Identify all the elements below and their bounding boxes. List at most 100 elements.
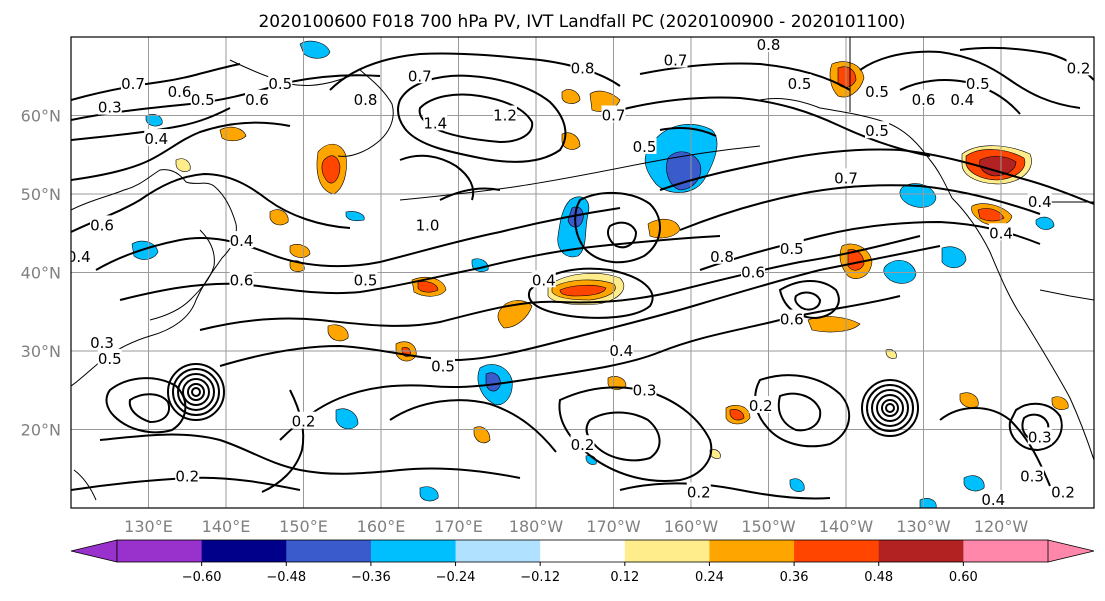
colorbar-segment	[709, 540, 795, 562]
colorbar-tick-label: 0.36	[780, 570, 809, 585]
contour-label: 0.6	[168, 83, 192, 101]
colorbar-segment	[878, 540, 964, 562]
lon-tick-label: 130°E	[124, 517, 173, 536]
shade-positive	[561, 89, 581, 104]
contour-label-bg	[353, 89, 378, 107]
contour-label-bg	[911, 89, 936, 107]
contour-label-bg	[965, 74, 990, 92]
contour-label: 0.5	[98, 350, 122, 368]
contour-label-bg	[90, 333, 114, 351]
pv-contour	[754, 374, 850, 448]
colorbar-segment	[117, 540, 203, 562]
contour-label: 0.7	[602, 107, 626, 125]
shade-positive	[327, 324, 349, 342]
contour-label-bg	[121, 74, 145, 92]
pv-contour	[659, 127, 717, 137]
shade-positive	[561, 132, 581, 150]
pv-contour	[607, 221, 638, 249]
contour-label-bg	[570, 435, 595, 453]
colorbar-tick-label: −0.12	[520, 570, 560, 585]
lat-tick-label: 50°N	[21, 185, 61, 204]
shade-negative	[419, 486, 439, 502]
border-us-mexico	[1039, 289, 1094, 301]
contour-label-bg	[407, 66, 432, 84]
colorbar-segment	[455, 540, 541, 562]
contour-label: 0.4	[230, 232, 254, 250]
contour-label-bg	[144, 129, 169, 147]
pv-contour	[95, 207, 621, 271]
lon-tick-label: 120°W	[974, 517, 1029, 536]
shade-negative	[131, 240, 159, 260]
pv-contour	[939, 407, 1051, 487]
contour-label-bg	[229, 270, 254, 288]
contour-label: 0.4	[981, 491, 1005, 509]
shade-negative	[963, 475, 985, 492]
lat-tick-label: 40°N	[21, 264, 61, 283]
cyclone-ring	[866, 384, 914, 432]
colorbar-tick-label: −0.24	[436, 570, 476, 585]
pv-contour	[219, 245, 941, 367]
cyclone-east	[861, 379, 919, 437]
shade-positive	[321, 155, 341, 184]
lon-tick-label: 160°W	[664, 517, 719, 536]
cyclone-ring	[871, 389, 909, 427]
contour-label: 0.3	[1020, 468, 1044, 486]
coastline-asia	[71, 169, 237, 387]
contour-label-bg	[90, 215, 114, 233]
lon-tick-label: 170°W	[586, 517, 641, 536]
lon-tick-label: 160°E	[357, 517, 406, 536]
shade-positive	[175, 158, 191, 172]
contour-label-bg	[291, 411, 316, 429]
contour-label: 0.5	[268, 75, 292, 93]
contour-label-bg	[570, 58, 595, 76]
contour-label-bg	[989, 223, 1013, 241]
contour-label-bg	[787, 74, 812, 92]
shade-negative	[345, 211, 365, 222]
contour-label: 0.5	[788, 75, 812, 93]
contour-label: 0.8	[354, 91, 378, 109]
contour-label-bg	[268, 74, 293, 92]
pv-contour	[71, 74, 381, 121]
pv-contour	[777, 392, 822, 432]
shade-negative	[335, 408, 359, 430]
figure-title: 2020100600 F018 700 hPa PV, IVT Landfall…	[258, 12, 905, 32]
contour-label-bg	[834, 168, 858, 186]
pv-contour	[679, 184, 1041, 231]
contour-label-bg	[865, 121, 889, 139]
contour-label-bg	[950, 89, 975, 107]
pv-contour	[389, 399, 557, 453]
lon-tick-label: 180°W	[509, 517, 564, 536]
contour-label: 1.2	[493, 107, 517, 125]
contour-label: 0.6	[230, 271, 254, 289]
contour-label: 0.4	[67, 248, 91, 266]
cyclone-ring	[182, 378, 210, 406]
contour-label: 1.4	[423, 114, 447, 132]
contour-label: 0.4	[144, 130, 168, 148]
pv-contour	[1008, 402, 1063, 452]
shade-negative	[789, 478, 805, 492]
contour-label-bg	[686, 482, 711, 500]
cyclone-ring	[885, 403, 895, 413]
pv-contour	[619, 96, 931, 157]
shade-positive	[1051, 396, 1069, 410]
contour-label: 0.4	[532, 271, 556, 289]
contour-label: 0.5	[191, 91, 215, 109]
coastline-kamchatka	[337, 69, 394, 157]
contour-label-bg	[632, 380, 657, 398]
pv-contour	[71, 172, 351, 233]
colorbar-segment	[370, 540, 457, 562]
colorbar-extend-high	[1047, 539, 1095, 563]
contour-label-bg	[1020, 466, 1044, 484]
colorbar-segment	[540, 540, 626, 562]
contour-label: 0.5	[354, 271, 378, 289]
cyclone-ring	[876, 394, 904, 422]
shade-positive	[473, 426, 491, 444]
pv-contour	[199, 235, 921, 331]
contour-label: 0.6	[912, 91, 936, 109]
contour-label-bg	[71, 246, 91, 264]
shade-negative	[1035, 216, 1055, 230]
pv-contour	[794, 291, 822, 311]
contour-label-bg	[1027, 191, 1052, 209]
contour-label-bg	[190, 89, 215, 107]
